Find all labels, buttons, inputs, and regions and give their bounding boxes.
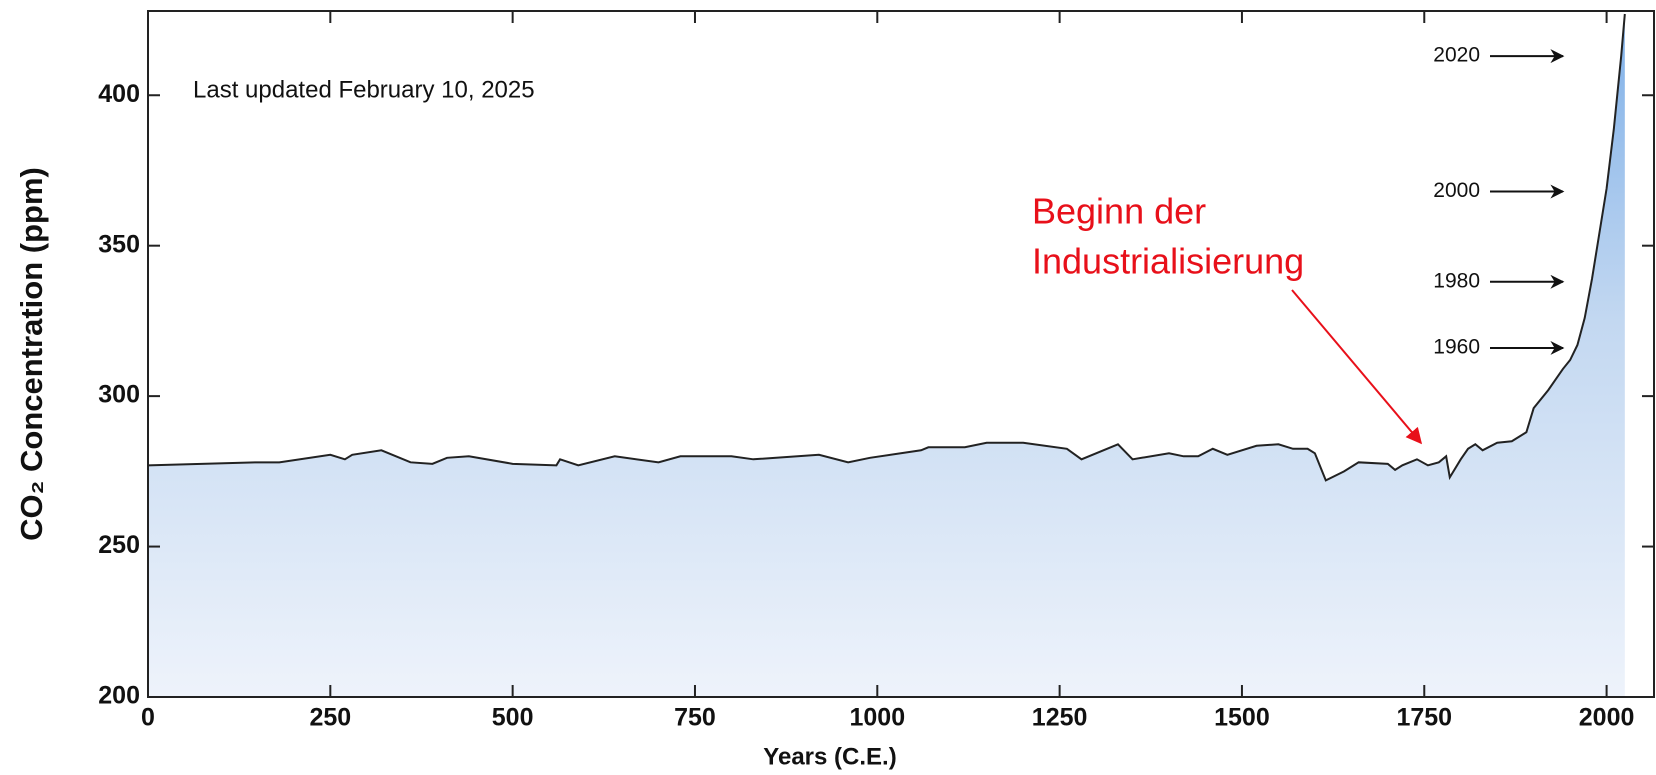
area <box>148 14 1625 697</box>
y-tick-label: 200 <box>98 682 140 710</box>
x-tick-label: 500 <box>492 704 534 732</box>
x-tick-label: 250 <box>309 704 351 732</box>
x-axis-label: Years (C.E.) <box>763 743 896 770</box>
year-marker-label: 2000 <box>1433 179 1480 202</box>
callout: Industrialisierung <box>1032 241 1304 282</box>
x-tick-label: 1500 <box>1214 704 1270 732</box>
x-tick-label: 1750 <box>1396 704 1452 732</box>
x-tick-label: 750 <box>674 704 716 732</box>
year-marker-label: 1980 <box>1433 269 1480 292</box>
y-tick-label: 250 <box>98 531 140 559</box>
x-tick-label: 0 <box>141 704 155 732</box>
year-marker-label: 2020 <box>1433 44 1480 67</box>
callout-arrow <box>1291 289 1423 445</box>
y-tick-label: 400 <box>98 80 140 108</box>
plot-frame <box>147 10 1655 698</box>
x-tick-label: 2000 <box>1579 704 1635 732</box>
y-tick-label: 350 <box>98 230 140 258</box>
x-tick-label: 1000 <box>849 704 905 732</box>
annotation: Last updated February 10, 2025 <box>193 76 535 103</box>
line <box>147 13 1626 482</box>
y-axis-label: CO₂ Concentration (ppm) <box>14 167 49 541</box>
y-tick-label: 300 <box>98 381 140 409</box>
year-marker-label: 1960 <box>1433 336 1480 359</box>
callout: Beginn der <box>1032 191 1206 232</box>
x-tick-label: 1250 <box>1032 704 1088 732</box>
